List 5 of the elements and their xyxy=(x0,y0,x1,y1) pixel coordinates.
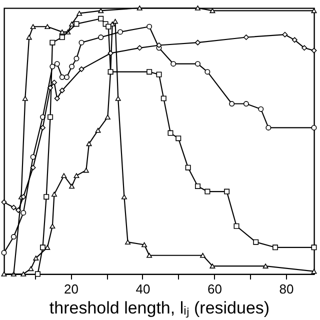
x-axis-title: threshold length, lᵢⱼ (residues) xyxy=(49,298,270,318)
x-tick-label: 40 xyxy=(136,282,150,296)
x-tick-label: 60 xyxy=(208,282,222,296)
x-tick-label: 80 xyxy=(279,282,294,296)
x-tick-label: 20 xyxy=(64,282,78,296)
